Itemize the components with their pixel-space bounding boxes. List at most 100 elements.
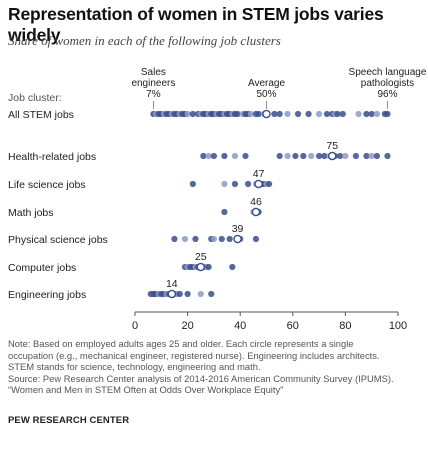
x-tick-label: 20 [181,320,193,332]
data-point [308,152,315,160]
average-marker [167,289,177,299]
data-point [189,110,196,118]
data-point [334,110,341,118]
data-point [355,110,362,118]
data-point [247,110,254,118]
data-point [210,152,217,160]
data-point [323,110,331,118]
data-point [205,152,212,160]
chart-notes: Note: Based on employed adults ages 25 a… [8,338,422,396]
annotation-label: Sales [141,67,166,78]
note-line: occupation (e.g., mechanical engineer, r… [8,349,380,361]
data-label: 46 [250,196,262,208]
data-point [189,180,196,188]
data-label: 39 [232,223,244,235]
data-point [384,152,391,160]
data-point [221,152,228,160]
row-label: All STEM jobs [8,109,74,121]
row-label: Computer jobs [8,262,76,274]
data-point [244,180,252,188]
data-point [373,152,381,160]
data-point [305,110,312,118]
data-point [368,152,375,160]
source-line: “Women and Men in STEM Often at Odds Ove… [8,384,284,396]
annotation-label: Average [248,78,286,89]
data-point [292,152,299,160]
data-point [321,152,328,160]
data-point [284,152,291,160]
data-point [231,152,239,160]
data-point [300,152,307,160]
data-point [342,152,349,160]
data-label: 75 [326,140,338,152]
x-tick-label: 80 [339,320,351,332]
data-label: 14 [166,278,178,290]
data-point [171,235,178,243]
data-point [276,152,283,160]
data-point [176,290,183,298]
data-point [339,110,346,118]
annotation-label: 7% [146,89,161,100]
data-point [197,290,204,298]
data-point [316,152,323,160]
y-axis-label: Job cluster: [8,92,62,104]
x-tick-label: 60 [287,320,299,332]
data-point [266,180,273,188]
data-point [181,235,189,243]
data-point [221,208,228,216]
row-label: Life science jobs [8,179,86,191]
row-label: Math jobs [8,207,54,219]
data-point [373,110,381,118]
average-marker [233,234,242,244]
data-point [368,110,375,118]
data-point [294,110,302,118]
row-label: Physical science jobs [8,234,108,246]
data-point [337,152,344,160]
data-point [218,235,225,243]
chart-subtitle: Share of women in each of the following … [8,33,281,48]
data-point [229,263,236,271]
data-point [252,235,260,243]
note-line: Note: Based on employed adults ages 25 a… [8,338,354,349]
source-line: Source: Pew Research Center analysis of … [8,372,394,384]
data-point [234,110,241,118]
average-marker [262,109,271,119]
data-point [205,263,212,271]
data-point [200,152,207,160]
data-point [284,110,291,118]
data-point [210,235,217,243]
chart-title: Representation of women in STEM jobs var… [8,4,384,45]
data-point [242,152,249,160]
row-label: Health-related jobs [8,151,96,163]
data-point [384,110,391,118]
average-marker [327,151,337,161]
data-point [316,110,323,118]
annotation-label: 96% [377,89,397,100]
x-tick-label: 100 [389,320,407,332]
source-org-logo: PEW RESEARCH CENTER [8,415,130,426]
row-label: Engineering jobs [8,289,86,301]
x-tick-label: 40 [234,320,246,332]
annotation-label: 50% [256,89,276,100]
data-point [226,235,233,243]
note-line: STEM stands for science, technology, eng… [8,361,261,373]
data-point [231,180,239,188]
data-point [271,110,278,118]
data-point [363,152,370,160]
average-marker [251,207,261,217]
data-point [192,235,199,243]
data-point [221,180,228,188]
data-label: 25 [195,251,207,263]
average-marker [196,262,206,272]
data-point [363,110,370,118]
average-marker [254,179,263,189]
data-point [184,110,191,118]
annotation-label: Speech language [349,67,427,78]
annotation-label: engineers [131,78,175,89]
data-point [255,110,262,118]
data-point [208,290,215,298]
data-point [276,110,283,118]
data-label: 47 [253,168,265,180]
